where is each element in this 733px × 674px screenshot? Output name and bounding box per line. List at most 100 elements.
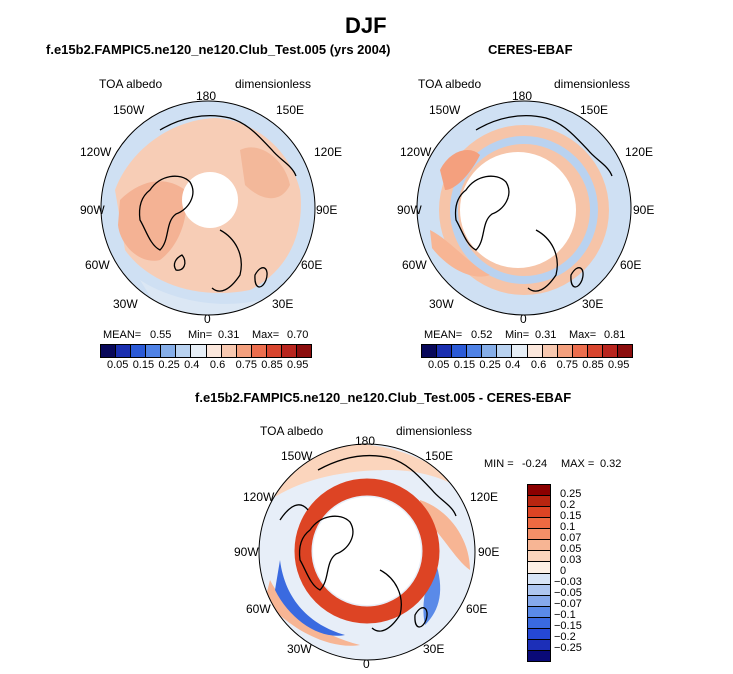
diff-lon-120w: 120W <box>243 490 275 504</box>
model-polar-night <box>182 172 238 228</box>
diff-polar-night <box>313 497 421 605</box>
obs-max-label: Max= <box>569 329 597 341</box>
diff-atlantic-positive <box>265 580 360 646</box>
model-lon-30e: 30E <box>272 297 293 311</box>
model-colorbar-swatch <box>101 345 117 357</box>
model-coastlines <box>138 115 297 292</box>
obs-lon-150e: 150E <box>580 103 608 117</box>
diff-pacific-positive <box>270 444 465 500</box>
obs-colorbar-tick: 0.4 <box>505 359 521 371</box>
model-siberia-albedo <box>240 147 290 199</box>
model-min-value: 0.31 <box>218 329 240 341</box>
diff-colorbar-swatch <box>528 507 550 519</box>
obs-colorbar-swatch <box>512 345 528 357</box>
diff-colorbar-tick: 0.2 <box>560 499 576 511</box>
obs-colorbar-swatch <box>618 345 633 357</box>
diff-colorbar-swatch <box>528 485 550 497</box>
diff-colorbar-swatch <box>528 639 550 651</box>
model-lon-180: 180 <box>196 89 216 103</box>
diff-colorbar-swatch <box>528 540 550 552</box>
diff-colorbar-tick: 0.1 <box>560 521 576 533</box>
diff-colorbar-tick: −0.05 <box>554 587 582 599</box>
model-lon-120e: 120E <box>314 145 342 159</box>
diff-colorbar-tick: −0.15 <box>554 620 582 632</box>
obs-mean-label: MEAN= <box>424 329 463 341</box>
obs-sea-ice-edge <box>450 136 598 284</box>
diff-colorbar-swatch <box>528 617 550 629</box>
model-units-label: dimensionless <box>235 77 312 91</box>
diff-lon-150e: 150E <box>425 449 453 463</box>
obs-colorbar-swatch <box>587 345 603 357</box>
diff-colorbar-swatch <box>528 518 550 530</box>
obs-lon-90e: 90E <box>633 203 654 217</box>
diff-colorbar-swatch <box>528 595 550 607</box>
diff-ice-edge-ring <box>294 478 440 624</box>
diff-lon-90e: 90E <box>478 545 499 559</box>
diff-atlantic-negative <box>275 560 345 636</box>
diff-lon-90w: 90W <box>234 545 259 559</box>
obs-colorbar-swatch <box>602 345 619 357</box>
model-max-value: 0.70 <box>287 329 309 341</box>
model-colorbar-tick: 0.6 <box>209 359 226 371</box>
model-colorbar-swatch <box>161 345 177 357</box>
model-colorbar-tick: 0.75 <box>235 359 258 371</box>
model-colorbar-swatch <box>281 345 298 357</box>
model-lon-120w: 120W <box>80 145 112 159</box>
obs-colorbar <box>421 344 633 358</box>
diff-lon-60e: 60E <box>466 602 487 616</box>
model-colorbar-tick: 0.85 <box>261 359 283 371</box>
obs-colorbar-tick: 0.75 <box>556 359 579 371</box>
obs-colorbar-tick: 0.05 <box>428 359 450 371</box>
diff-lon-0: 0 <box>363 657 370 671</box>
diff-colorbar-tick: 0.03 <box>560 554 582 566</box>
model-colorbar-swatch <box>116 345 132 357</box>
diff-colorbar-tick: 0.15 <box>560 510 582 522</box>
diff-max-label: MAX = <box>561 458 595 470</box>
model-lon-60w: 60W <box>85 258 110 272</box>
diff-colorbar-tick: 0 <box>560 565 567 577</box>
model-panel-title: f.e15b2.FAMPIC5.ne120_ne120.Club_Test.00… <box>46 42 391 57</box>
model-colorbar-tick: 0.95 <box>287 359 309 371</box>
diff-lon-60w: 60W <box>246 602 271 616</box>
obs-colorbar-swatch <box>527 345 543 357</box>
model-lon-150e: 150E <box>276 103 304 117</box>
diff-colorbar-swatch <box>528 529 550 541</box>
obs-coastlines <box>454 115 613 292</box>
model-lon-30w: 30W <box>113 297 138 311</box>
diff-colorbar-swatch <box>528 584 550 596</box>
diff-colorbar-swatch <box>528 551 550 563</box>
model-colorbar <box>100 344 312 358</box>
model-lon-90e: 90E <box>316 203 337 217</box>
obs-lon-120e: 120E <box>625 145 653 159</box>
diff-colorbar-tick: −0.07 <box>554 598 582 610</box>
diff-colorbar-swatch <box>528 496 550 508</box>
obs-colorbar-swatch <box>497 345 513 357</box>
diff-lon-120e: 120E <box>470 490 498 504</box>
obs-colorbar-swatch <box>557 345 573 357</box>
obs-colorbar-swatch <box>482 345 498 357</box>
diff-colorbar-tick: −0.03 <box>554 576 582 588</box>
model-colorbar-tick: 0.15 <box>132 359 155 371</box>
diff-colorbar-swatch <box>528 606 550 618</box>
obs-colorbar-swatch <box>422 345 438 357</box>
diff-min-value: -0.24 <box>522 458 548 470</box>
obs-colorbar-swatch <box>572 345 588 357</box>
diff-barents-negative <box>423 560 441 625</box>
model-colorbar-tick: 0.4 <box>184 359 200 371</box>
obs-colorbar-swatch <box>467 345 483 357</box>
obs-lon-30w: 30W <box>429 297 454 311</box>
obs-atlantic-albedo <box>430 230 490 277</box>
diff-colorbar-tick: −0.25 <box>554 642 582 654</box>
model-colorbar-tick: 0.25 <box>158 359 180 371</box>
obs-units-label: dimensionless <box>554 77 631 91</box>
diff-units-label: dimensionless <box>396 424 473 438</box>
obs-min-label: Min= <box>505 329 530 341</box>
model-colorbar-tick: 0.05 <box>107 359 129 371</box>
model-lon-0: 0 <box>204 312 211 326</box>
obs-colorbar-swatch <box>542 345 558 357</box>
obs-colorbar-tick: 0.15 <box>453 359 476 371</box>
obs-lon-60e: 60E <box>620 258 641 272</box>
diff-lon-180: 180 <box>355 434 375 448</box>
diff-lon-30w: 30W <box>287 642 312 656</box>
